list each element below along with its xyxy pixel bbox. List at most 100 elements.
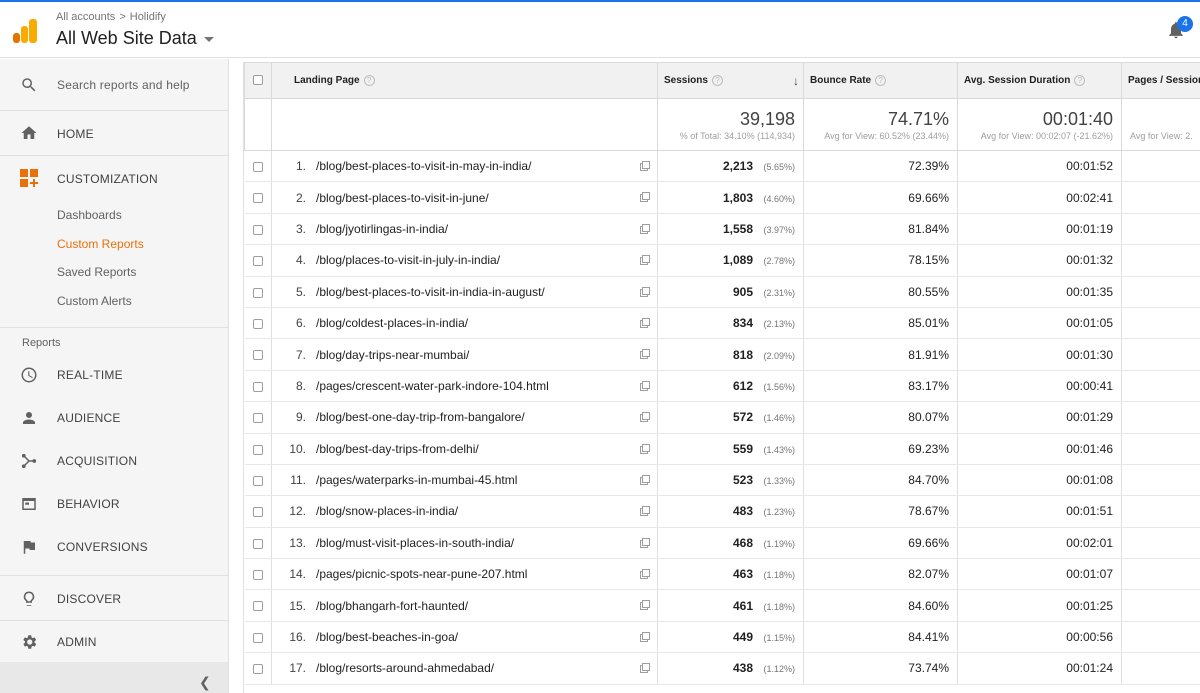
notification-badge[interactable]: 4 bbox=[1177, 16, 1193, 32]
row-checkbox[interactable] bbox=[252, 350, 263, 361]
row-checkbox[interactable] bbox=[252, 570, 263, 581]
sidebar-subitem-saved-reports[interactable]: Saved Reports bbox=[57, 265, 137, 279]
sessions-cell: 438 (1.12%) bbox=[657, 652, 804, 685]
sort-down-icon[interactable]: ↓ bbox=[793, 74, 799, 88]
column-header-landing-page[interactable]: Landing Page? bbox=[271, 62, 658, 99]
row-checkbox[interactable] bbox=[252, 538, 263, 549]
landing-page-link[interactable]: /blog/coldest-places-in-india/ bbox=[316, 316, 469, 331]
totals-duration-value: 00:01:40 bbox=[1042, 108, 1113, 129]
landing-page-link[interactable]: /pages/crescent-water-park-indore-104.ht… bbox=[316, 378, 549, 393]
open-in-new-icon[interactable] bbox=[640, 600, 650, 611]
open-in-new-icon[interactable] bbox=[640, 537, 650, 548]
sidebar-item-audience[interactable]: AUDIENCE bbox=[0, 402, 228, 434]
help-icon[interactable]: ? bbox=[363, 75, 375, 86]
sessions-cell: 1,558 (3.97%) bbox=[657, 213, 804, 246]
row-checkbox[interactable] bbox=[252, 224, 263, 235]
clock-icon bbox=[19, 365, 39, 385]
landing-page-link[interactable]: /blog/best-places-to-visit-in-june/ bbox=[316, 190, 489, 205]
row-checkbox[interactable] bbox=[252, 162, 263, 173]
row-select-cell bbox=[244, 589, 272, 622]
open-in-new-icon[interactable] bbox=[640, 569, 650, 580]
account-selector[interactable]: All Web Site Data bbox=[56, 28, 214, 49]
open-in-new-icon[interactable] bbox=[640, 223, 650, 234]
open-in-new-icon[interactable] bbox=[640, 286, 650, 297]
open-in-new-icon[interactable] bbox=[640, 192, 650, 203]
open-in-new-icon[interactable] bbox=[640, 412, 650, 423]
open-in-new-icon[interactable] bbox=[640, 161, 650, 171]
help-icon[interactable]: ? bbox=[875, 75, 887, 86]
row-checkbox[interactable] bbox=[252, 256, 263, 267]
breadcrumb-all-accounts[interactable]: All accounts bbox=[56, 11, 116, 23]
row-checkbox[interactable] bbox=[252, 444, 263, 455]
sidebar-search[interactable]: Search reports and help bbox=[0, 59, 228, 111]
pages-per-session-cell bbox=[1121, 401, 1200, 434]
help-icon[interactable]: ? bbox=[1074, 75, 1086, 86]
row-checkbox[interactable] bbox=[252, 601, 263, 612]
sessions-cell: 559 (1.43%) bbox=[657, 433, 804, 465]
sidebar-item-customization[interactable]: CUSTOMIZATION bbox=[0, 156, 228, 200]
sidebar-item-home[interactable]: HOME bbox=[0, 111, 228, 155]
search-input[interactable]: Search reports and help bbox=[57, 78, 190, 92]
breadcrumb-account[interactable]: Holidify bbox=[129, 11, 166, 23]
landing-page-link[interactable]: /blog/bhangarh-fort-haunted/ bbox=[316, 598, 469, 613]
row-checkbox[interactable] bbox=[252, 413, 263, 424]
sidebar-item-conversions[interactable]: CONVERSIONS bbox=[0, 531, 228, 563]
column-header-pages-per-session[interactable]: Pages / Session bbox=[1121, 62, 1200, 99]
column-header-avg-session-duration[interactable]: Avg. Session Duration? bbox=[957, 62, 1122, 99]
chevron-left-icon[interactable]: ❮ bbox=[199, 674, 211, 690]
open-in-new-icon[interactable] bbox=[640, 380, 650, 391]
sidebar-subitem-custom-reports[interactable]: Custom Reports bbox=[57, 237, 144, 251]
sidebar-subitem-dashboards[interactable]: Dashboards bbox=[57, 208, 122, 222]
open-in-new-icon[interactable] bbox=[640, 443, 650, 454]
row-checkbox[interactable] bbox=[252, 507, 263, 518]
pages-per-session-cell bbox=[1121, 652, 1200, 685]
landing-page-link[interactable]: /blog/must-visit-places-in-south-india/ bbox=[316, 535, 515, 550]
column-header-sessions[interactable]: Sessions? ↓ bbox=[657, 62, 804, 99]
landing-page-link[interactable]: /blog/jyotirlingas-in-india/ bbox=[316, 221, 449, 236]
open-in-new-icon[interactable] bbox=[640, 474, 650, 485]
sidebar-collapse-bar[interactable]: ❮ bbox=[0, 662, 228, 693]
sidebar-item-behavior[interactable]: BEHAVIOR bbox=[0, 488, 228, 520]
open-in-new-icon[interactable] bbox=[640, 317, 650, 328]
row-checkbox[interactable] bbox=[252, 381, 263, 392]
landing-page-link[interactable]: /blog/best-places-to-visit-in-india-in-a… bbox=[316, 284, 545, 299]
open-in-new-icon[interactable] bbox=[640, 255, 650, 266]
landing-page-link[interactable]: /pages/waterparks-in-mumbai-45.html bbox=[316, 473, 518, 488]
row-checkbox[interactable] bbox=[252, 475, 263, 486]
sessions-percent: (1.19%) bbox=[763, 538, 795, 549]
header-select-all[interactable] bbox=[244, 62, 272, 99]
row-checkbox[interactable] bbox=[252, 287, 263, 298]
open-in-new-icon[interactable] bbox=[640, 506, 650, 517]
sessions-value: 483 bbox=[732, 504, 753, 519]
row-checkbox[interactable] bbox=[252, 632, 263, 643]
landing-page-link[interactable]: /blog/best-day-trips-from-delhi/ bbox=[316, 441, 479, 456]
avg-session-duration-cell: 00:01:24 bbox=[957, 652, 1122, 685]
sidebar-item-acquisition[interactable]: ACQUISITION bbox=[0, 445, 228, 477]
help-icon[interactable]: ? bbox=[711, 75, 723, 86]
landing-page-link[interactable]: /blog/best-one-day-trip-from-bangalore/ bbox=[316, 410, 525, 425]
column-header-bounce-rate[interactable]: Bounce Rate? bbox=[803, 62, 958, 99]
sidebar-item-admin[interactable]: ADMIN bbox=[0, 626, 228, 658]
sidebar-item-discover[interactable]: DISCOVER bbox=[0, 583, 228, 615]
open-in-new-icon[interactable] bbox=[640, 631, 650, 642]
sidebar-subitem-custom-alerts[interactable]: Custom Alerts bbox=[57, 294, 132, 308]
caret-down-icon bbox=[203, 37, 214, 42]
landing-page-link[interactable]: /pages/picnic-spots-near-pune-207.html bbox=[316, 567, 528, 582]
select-all-checkbox[interactable] bbox=[253, 75, 263, 86]
row-checkbox[interactable] bbox=[252, 318, 263, 329]
analytics-logo-icon[interactable] bbox=[13, 19, 37, 43]
landing-page-link[interactable]: /blog/snow-places-in-india/ bbox=[316, 504, 459, 519]
row-select-cell bbox=[244, 244, 272, 277]
landing-page-link[interactable]: /blog/resorts-around-ahmedabad/ bbox=[316, 661, 495, 676]
landing-page-link[interactable]: /blog/day-trips-near-mumbai/ bbox=[316, 347, 470, 362]
table-row: 11. /pages/waterparks-in-mumbai-45.html 52… bbox=[244, 464, 1200, 497]
row-checkbox[interactable] bbox=[252, 664, 263, 675]
landing-page-link[interactable]: /blog/best-places-to-visit-in-may-in-ind… bbox=[316, 159, 532, 174]
landing-page-link[interactable]: /blog/best-beaches-in-goa/ bbox=[316, 630, 459, 645]
open-in-new-icon[interactable] bbox=[640, 349, 650, 360]
row-checkbox[interactable] bbox=[252, 193, 263, 204]
sidebar-item-real-time[interactable]: REAL-TIME bbox=[0, 359, 228, 391]
sessions-percent: (1.33%) bbox=[763, 476, 795, 487]
open-in-new-icon[interactable] bbox=[640, 663, 650, 674]
landing-page-link[interactable]: /blog/places-to-visit-in-july-in-india/ bbox=[316, 253, 501, 268]
